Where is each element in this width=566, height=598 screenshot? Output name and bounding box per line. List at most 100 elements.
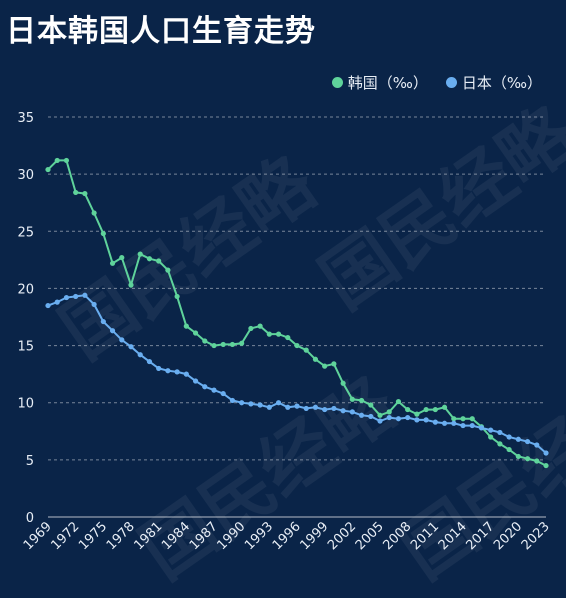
data-point bbox=[515, 453, 521, 460]
data-point bbox=[45, 166, 51, 173]
x-tick-label: 1990 bbox=[214, 519, 248, 553]
data-point bbox=[469, 416, 475, 422]
data-point bbox=[239, 400, 245, 406]
x-tick-label: 1978 bbox=[104, 519, 138, 553]
x-tick-label: 2014 bbox=[436, 519, 470, 553]
data-point bbox=[82, 292, 88, 298]
x-tick-label: 1999 bbox=[297, 519, 331, 553]
data-point bbox=[239, 340, 245, 346]
data-point bbox=[202, 384, 208, 390]
data-point bbox=[358, 412, 365, 418]
data-point bbox=[441, 420, 448, 426]
data-point bbox=[340, 408, 346, 414]
data-point bbox=[377, 418, 383, 424]
y-tick-label: 30 bbox=[17, 168, 34, 183]
data-point bbox=[128, 282, 134, 288]
data-point bbox=[534, 458, 540, 464]
legend-label-korea: 韩国（‰） bbox=[347, 74, 428, 92]
data-point bbox=[414, 411, 420, 417]
data-point bbox=[497, 441, 503, 447]
data-point bbox=[312, 356, 319, 362]
data-point bbox=[395, 398, 402, 405]
data-point bbox=[312, 404, 319, 410]
x-tick-label: 1987 bbox=[187, 519, 221, 553]
data-point bbox=[285, 404, 291, 410]
data-point bbox=[322, 406, 328, 413]
data-point bbox=[515, 436, 521, 442]
data-point bbox=[119, 254, 125, 261]
data-point bbox=[294, 342, 300, 349]
x-tick-label: 2017 bbox=[463, 519, 497, 553]
data-point bbox=[358, 397, 365, 404]
x-tick-label: 1984 bbox=[159, 519, 193, 553]
data-point bbox=[460, 422, 466, 429]
data-point bbox=[128, 344, 134, 350]
data-point bbox=[349, 409, 355, 415]
legend-item-japan[interactable]: 日本（‰） bbox=[445, 72, 542, 93]
data-point bbox=[220, 341, 226, 348]
data-point bbox=[73, 293, 79, 300]
data-point bbox=[478, 425, 485, 431]
data-point bbox=[211, 387, 217, 393]
data-point bbox=[349, 396, 355, 402]
y-tick-label: 20 bbox=[17, 282, 34, 297]
data-point bbox=[174, 369, 180, 375]
data-point bbox=[137, 352, 143, 358]
x-tick-label: 2011 bbox=[408, 519, 442, 553]
data-point bbox=[441, 404, 448, 410]
data-point bbox=[229, 341, 236, 348]
data-point bbox=[109, 328, 116, 334]
y-tick-label: 25 bbox=[17, 225, 34, 240]
data-point bbox=[174, 293, 180, 300]
legend-marker-korea bbox=[331, 77, 343, 88]
data-point bbox=[192, 378, 199, 384]
data-point bbox=[368, 413, 374, 420]
data-point bbox=[248, 325, 254, 332]
data-point bbox=[275, 331, 282, 337]
data-point bbox=[386, 409, 392, 415]
data-point bbox=[202, 338, 208, 344]
data-point bbox=[54, 299, 60, 305]
legend-label-japan: 日本（‰） bbox=[461, 74, 542, 92]
x-tick-label: 1975 bbox=[76, 519, 110, 553]
chart-legend: 韩国（‰） 日本（‰） bbox=[331, 72, 542, 93]
data-point bbox=[386, 414, 392, 421]
data-point bbox=[451, 416, 457, 422]
data-point bbox=[395, 416, 402, 422]
legend-item-korea[interactable]: 韩国（‰） bbox=[331, 72, 428, 93]
data-point bbox=[146, 358, 153, 365]
legend-marker-japan bbox=[445, 77, 457, 88]
data-point bbox=[63, 157, 70, 164]
data-point bbox=[469, 422, 475, 429]
y-tick-label: 5 bbox=[26, 454, 34, 469]
data-point bbox=[506, 446, 512, 453]
data-point bbox=[377, 412, 383, 418]
data-point bbox=[165, 267, 171, 273]
data-point bbox=[100, 318, 106, 325]
data-point bbox=[340, 380, 346, 386]
data-point bbox=[137, 251, 143, 257]
data-point bbox=[488, 427, 494, 433]
data-point bbox=[192, 330, 199, 336]
data-point bbox=[100, 230, 106, 237]
data-point bbox=[54, 157, 60, 164]
data-point bbox=[229, 397, 236, 404]
x-tick-label: 2002 bbox=[325, 519, 359, 553]
data-point bbox=[156, 258, 162, 264]
data-point bbox=[534, 442, 540, 448]
data-point bbox=[266, 331, 272, 337]
data-point bbox=[331, 405, 337, 412]
data-point bbox=[156, 365, 162, 372]
data-point bbox=[414, 417, 420, 423]
y-tick-label: 10 bbox=[17, 397, 34, 412]
data-point bbox=[322, 363, 328, 369]
data-point bbox=[451, 420, 457, 426]
data-point bbox=[405, 414, 411, 421]
data-point bbox=[119, 337, 125, 343]
x-tick-label: 2020 bbox=[491, 519, 525, 553]
data-point bbox=[183, 323, 189, 329]
data-point bbox=[257, 402, 263, 408]
x-tick-label: 1972 bbox=[48, 519, 82, 553]
data-point bbox=[497, 429, 503, 436]
data-point bbox=[211, 342, 217, 349]
